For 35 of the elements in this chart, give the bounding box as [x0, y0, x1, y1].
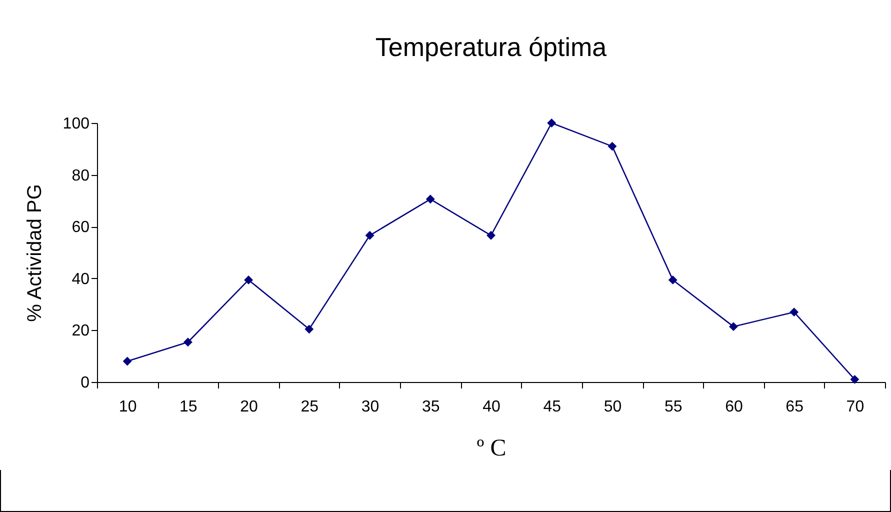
x-tick-label: 55	[664, 398, 682, 416]
y-tick-label: 100	[62, 116, 90, 132]
point	[244, 275, 254, 284]
x-tick-label: 15	[180, 398, 198, 416]
x-tick-label: 35	[422, 398, 440, 416]
x-tick-label: 60	[725, 398, 743, 416]
point	[547, 118, 556, 128]
y-axis-title: % Actividad PG	[24, 184, 46, 322]
y-tick-label: 60	[72, 219, 90, 236]
x-tick-label: 70	[846, 398, 864, 416]
point	[304, 324, 314, 334]
x-tick-label: 25	[300, 398, 319, 416]
point	[728, 322, 738, 332]
chart-title: Temperatura óptima	[375, 32, 608, 62]
x-tick-label: 10	[118, 398, 137, 416]
point	[426, 194, 435, 204]
x-tick-label: 30	[361, 398, 380, 416]
point	[668, 275, 678, 284]
x-tick-label: 50	[604, 398, 622, 416]
x-tick-label: 20	[240, 398, 258, 416]
y-tick-label: 40	[72, 270, 90, 288]
x-axis-title: º C	[476, 436, 506, 462]
y-tick-label: 20	[72, 322, 90, 340]
x-tick-label: 40	[482, 398, 500, 416]
point	[486, 230, 496, 240]
point	[850, 374, 860, 384]
point	[608, 142, 617, 151]
x-tick-label: 45	[543, 398, 562, 416]
y-tick-label: 0	[80, 374, 90, 392]
y-tick-label: 80	[72, 167, 90, 184]
point	[183, 338, 192, 347]
point	[122, 356, 132, 366]
point	[365, 230, 374, 240]
x-tick-label: 65	[786, 398, 804, 416]
point	[790, 308, 799, 317]
